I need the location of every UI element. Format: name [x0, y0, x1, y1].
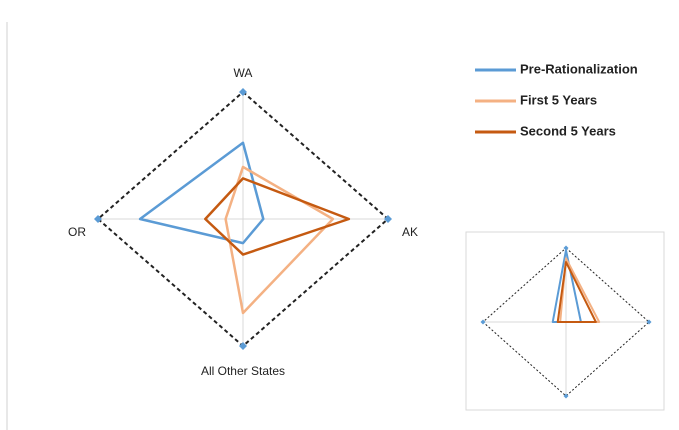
axis-marker — [563, 245, 569, 251]
axis-marker — [563, 393, 569, 399]
series-polygon — [138, 141, 265, 245]
legend-label: Second 5 Years — [520, 123, 616, 138]
axis-marker — [239, 88, 247, 96]
axis-marker — [94, 215, 102, 223]
legend-label: First 5 Years — [520, 92, 597, 107]
series-polygon — [224, 165, 335, 315]
axis-marker — [480, 319, 486, 325]
inset-frame — [465, 231, 665, 411]
axis-label: OR — [68, 225, 86, 239]
axis-marker — [646, 319, 652, 325]
legend-label: Pre-Rationalization — [520, 61, 638, 76]
axis-marker — [239, 342, 247, 350]
axis-label: WA — [234, 66, 253, 80]
axis-label: AK — [402, 225, 418, 239]
series-polygon — [204, 177, 351, 256]
series-polygon — [556, 261, 597, 323]
axis-marker — [384, 215, 392, 223]
axis-label: All Other States — [201, 364, 285, 378]
